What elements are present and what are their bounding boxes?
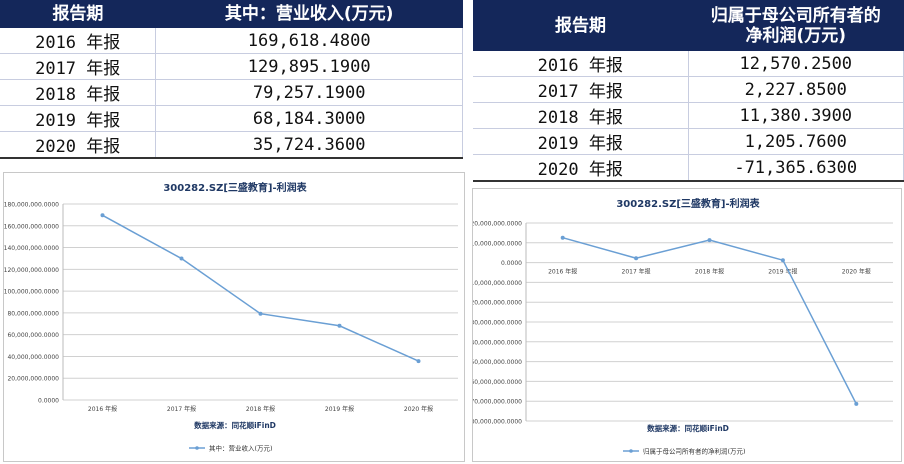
chart-title: 300282.SZ[三盛教育]-利润表 — [163, 181, 307, 194]
y-tick-label: 40,000,000.0000 — [7, 354, 59, 361]
data-point — [100, 213, 105, 218]
header-net-profit: 归属于母公司所有者的净利润(万元) — [688, 0, 904, 51]
data-point — [337, 323, 342, 328]
x-tick-label: 2017 年报 — [167, 405, 196, 413]
table-row: 2016 年报 169,618.4800 — [0, 28, 463, 54]
data-point — [179, 256, 184, 261]
y-tick-label: 120,000,000.0000 — [4, 267, 59, 274]
table-header-row: 报告期 归属于母公司所有者的净利润(万元) — [473, 0, 904, 51]
x-tick-label: 2020 年报 — [842, 268, 871, 276]
x-tick-label: 2018 年报 — [246, 405, 275, 413]
data-point — [854, 401, 859, 406]
y-tick-label: 160,000,000.0000 — [4, 223, 59, 230]
legend-label: 其中：营业收入(万元) — [209, 444, 273, 453]
x-tick-label: 2016 年报 — [548, 268, 577, 276]
header-revenue: 其中：营业收入(万元) — [155, 0, 463, 28]
table-row: 2019 年报 1,205.7600 — [473, 128, 904, 155]
period-cell: 2019 年报 — [473, 128, 689, 155]
y-tick-label: 60,000,000.0000 — [7, 332, 59, 339]
table-row: 2016 年报 12,570.2500 — [473, 51, 904, 77]
value-cell: 79,257.1900 — [155, 79, 463, 106]
y-tick-label: -60,000,000.0000 — [473, 379, 522, 386]
x-tick-label: 2016 年报 — [88, 405, 117, 413]
y-tick-label: -30,000,000.0000 — [473, 320, 522, 327]
y-tick-label: 100,000,000.0000 — [4, 289, 59, 296]
period-cell: 2020 年报 — [473, 154, 689, 182]
value-cell: 12,570.2500 — [688, 51, 904, 77]
header-period: 报告期 — [473, 0, 688, 51]
data-point — [416, 359, 421, 364]
x-tick-label: 2019 年报 — [325, 405, 354, 413]
revenue-chart-svg: 300282.SZ[三盛教育]-利润表 0.0000 20,000,000.0000… — [4, 181, 458, 453]
data-point — [707, 238, 712, 243]
y-tick-label: 20,000,000.0000 — [473, 221, 522, 228]
header-period: 报告期 — [0, 0, 156, 28]
y-tick-label: -10,000,000.0000 — [473, 280, 522, 287]
period-cell: 2018 年报 — [0, 79, 157, 106]
y-tick-label: -80,000,000.0000 — [473, 419, 522, 426]
x-tick-label: 2020 年报 — [404, 405, 433, 413]
revenue-table: 报告期 其中：营业收入(万元) 2016 年报 169,618.4800 2017 … — [0, 0, 463, 159]
table-row: 2019 年报 68,184.3000 — [0, 105, 463, 132]
table-row: 2017 年报 2,227.8500 — [473, 76, 904, 103]
period-cell: 2016 年报 — [473, 51, 689, 77]
value-cell: 68,184.3000 — [155, 105, 463, 132]
y-tick-label: 0.0000 — [501, 260, 522, 267]
value-cell: 169,618.4800 — [155, 28, 463, 54]
x-tick-label: 2018 年报 — [695, 268, 724, 276]
legend-label: 归属于母公司所有者的净利润(万元) — [643, 447, 746, 456]
y-tick-label: 80,000,000.0000 — [7, 310, 59, 317]
data-point — [634, 256, 639, 261]
period-cell: 2017 年报 — [473, 76, 689, 103]
value-cell: 1,205.7600 — [688, 128, 904, 155]
revenue-chart: 300282.SZ[三盛教育]-利润表 0.0000 20,000,000.0000… — [3, 172, 465, 462]
table-row: 2020 年报 35,724.3600 — [0, 131, 463, 159]
value-cell: 2,227.8500 — [688, 76, 904, 103]
profit-table: 报告期 归属于母公司所有者的净利润(万元) 2016 年报 12,570.2500… — [473, 0, 904, 182]
value-cell: 35,724.3600 — [155, 131, 463, 159]
legend-marker — [629, 449, 633, 453]
x-tick-label: 2017 年报 — [622, 268, 651, 276]
period-cell: 2018 年报 — [473, 102, 689, 129]
y-tick-label: 180,000,000.0000 — [4, 202, 59, 209]
y-tick-label: 0.0000 — [38, 398, 59, 405]
value-cell: 11,380.3900 — [688, 102, 904, 129]
table-header-row: 报告期 其中：营业收入(万元) — [0, 0, 463, 28]
y-tick-label: 10,000,000.0000 — [473, 240, 522, 247]
y-tick-label: -40,000,000.0000 — [473, 339, 522, 346]
period-cell: 2019 年报 — [0, 105, 157, 132]
series-line — [102, 214, 419, 362]
table-row: 2018 年报 79,257.1900 — [0, 79, 463, 106]
x-tick-label: 2019 年报 — [768, 268, 797, 276]
value-cell: -71,365.6300 — [688, 154, 904, 182]
period-cell: 2017 年报 — [0, 53, 157, 80]
period-cell: 2016 年报 — [0, 28, 157, 54]
value-cell: 129,895.1900 — [155, 53, 463, 80]
y-tick-label: -20,000,000.0000 — [473, 300, 522, 307]
profit-chart-svg: 300282.SZ[三盛教育]-利润表 -80,000,000.0000 -70,0… — [473, 197, 893, 456]
legend-marker — [195, 446, 199, 450]
table-row: 2020 年报 -71,365.6300 — [473, 154, 904, 182]
data-source: 数据来源：同花顺iFinD — [647, 423, 729, 433]
data-point — [780, 258, 785, 263]
y-tick-label: 140,000,000.0000 — [4, 245, 59, 252]
profit-chart: 300282.SZ[三盛教育]-利润表 -80,000,000.0000 -70,0… — [472, 188, 902, 462]
y-tick-label: -70,000,000.0000 — [473, 399, 522, 406]
y-tick-label: 20,000,000.0000 — [7, 376, 59, 383]
y-tick-label: -50,000,000.0000 — [473, 359, 522, 366]
table-row: 2018 年报 11,380.3900 — [473, 102, 904, 129]
chart-title: 300282.SZ[三盛教育]-利润表 — [616, 197, 760, 210]
period-cell: 2020 年报 — [0, 131, 157, 159]
data-point — [258, 311, 263, 316]
data-point — [560, 235, 565, 240]
table-row: 2017 年报 129,895.1900 — [0, 53, 463, 80]
data-source: 数据来源：同花顺iFinD — [194, 420, 276, 430]
